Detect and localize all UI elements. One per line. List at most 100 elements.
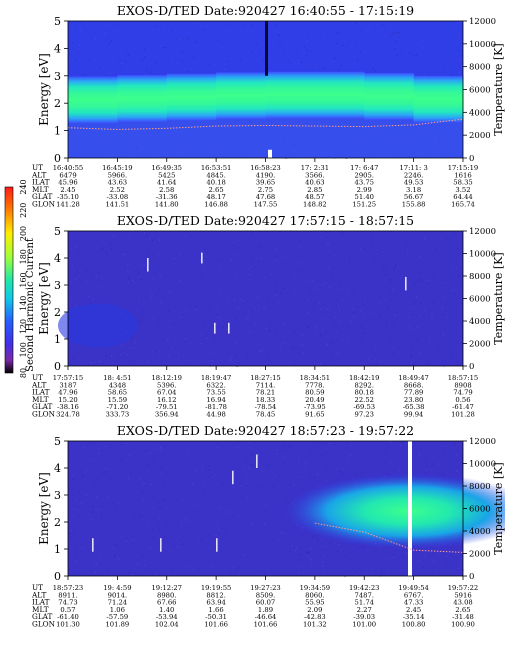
noise-pixel [92,511,93,512]
ephemeris-value: 97.23 [355,411,374,419]
noise-pixel [339,282,340,283]
noise-pixel [168,356,169,357]
y-tick-label: 4 [54,42,61,55]
noise-pixel [181,52,182,53]
noise-pixel [342,233,343,234]
noise-pixel [78,510,79,511]
noise-pixel [69,301,70,302]
y2-axis-label: Temperature [K] [492,43,505,135]
noise-pixel [360,51,361,52]
noise-pixel [375,347,376,348]
noise-pixel [253,518,254,519]
noise-pixel [157,444,158,445]
noise-pixel [94,517,95,518]
noise-pixel [188,453,189,454]
noise-pixel [429,338,430,339]
noise-pixel [345,556,346,557]
noise-pixel [372,247,373,248]
noise-pixel [314,266,315,267]
noise-pixel [142,491,143,492]
noise-pixel [427,283,428,284]
noise-pixel [137,310,138,311]
noise-pixel [178,521,179,522]
noise-pixel [144,49,145,50]
noise-pixel [240,485,241,486]
noise-pixel [311,477,312,478]
noise-pixel [329,287,330,288]
noise-pixel [394,564,395,565]
noise-pixel [396,41,397,42]
noise-pixel [195,41,196,42]
noise-pixel [83,478,84,479]
noise-pixel [138,251,139,252]
noise-pixel [276,329,277,330]
noise-pixel [76,246,77,247]
noise-pixel [310,453,311,454]
noise-pixel [395,266,396,267]
noise-pixel [159,324,160,325]
noise-pixel [234,299,235,300]
noise-pixel [306,552,307,553]
noise-pixel [322,443,323,444]
noise-pixel [301,61,302,62]
noise-pixel [131,360,132,361]
noise-pixel [433,457,434,458]
noise-pixel [367,549,368,550]
noise-pixel [300,344,301,345]
noise-pixel [393,289,394,290]
noise-pixel [451,265,452,266]
noise-pixel [101,551,102,552]
noise-pixel [113,235,114,236]
y2-tick-label: 4000 [469,317,491,327]
noise-pixel [220,269,221,270]
noise-pixel [443,455,444,456]
noise-pixel [402,469,403,470]
noise-pixel [230,572,231,573]
y-tick-label: 5 [54,15,61,28]
noise-pixel [216,44,217,45]
noise-pixel [126,443,127,444]
noise-pixel [251,349,252,350]
noise-pixel [105,57,106,58]
noise-pixel [159,240,160,241]
noise-pixel [334,58,335,59]
noise-pixel [416,280,417,281]
noise-pixel [221,46,222,47]
noise-pixel [335,569,336,570]
noise-pixel [163,540,164,541]
low-energy-patch [58,304,138,348]
noise-pixel [349,321,350,322]
noise-pixel [364,328,365,329]
noise-pixel [137,269,138,270]
noise-pixel [221,260,222,261]
noise-pixel [331,274,332,275]
noise-pixel [83,74,84,75]
y2-tick-label: 2000 [469,340,491,350]
noise-pixel [275,454,276,455]
noise-pixel [283,533,284,534]
noise-pixel [162,245,163,246]
noise-pixel [155,574,156,575]
noise-pixel [215,524,216,525]
noise-pixel [362,356,363,357]
colorbar-label: Second Harmonic Current [25,238,36,372]
noise-pixel [164,486,165,487]
noise-pixel [80,29,81,30]
noise-pixel [386,263,387,264]
noise-pixel [284,256,285,257]
noise-pixel [119,59,120,60]
noise-pixel [385,274,386,275]
noise-pixel [389,279,390,280]
noise-pixel [147,523,148,524]
noise-pixel [122,253,123,254]
y-tick-label: 1 [54,333,61,346]
noise-pixel [352,290,353,291]
noise-pixel [252,52,253,53]
noise-pixel [214,261,215,262]
noise-pixel [352,308,353,309]
noise-pixel [81,528,82,529]
noise-pixel [171,59,172,60]
noise-pixel [180,280,181,281]
noise-pixel [385,325,386,326]
noise-pixel [357,466,358,467]
